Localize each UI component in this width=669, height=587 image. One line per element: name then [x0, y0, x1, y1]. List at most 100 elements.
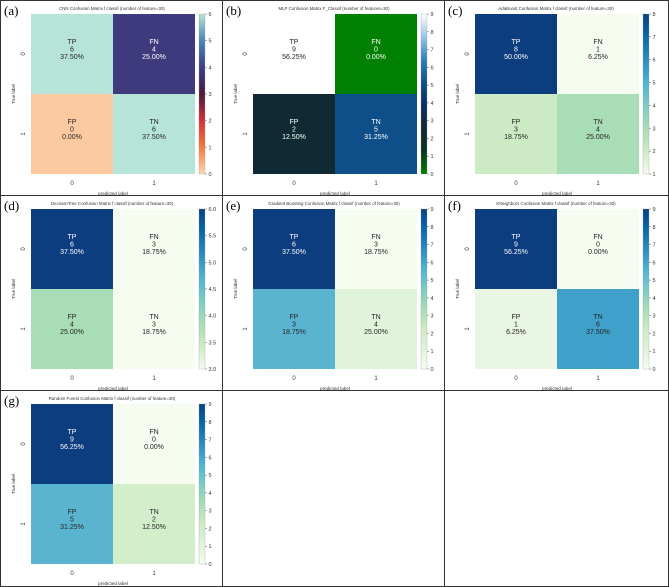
y-tick-label: 1 [243, 327, 249, 331]
y-tick-label: 0 [21, 52, 27, 56]
colorbar-tick-label: 6 [209, 455, 212, 461]
cell-name-label: FN [371, 234, 380, 241]
matrix-cell-tn [335, 289, 417, 369]
colorbar-tick-label: 9 [653, 207, 656, 213]
matrix-cell-fp [31, 289, 113, 369]
colorbar [420, 208, 428, 370]
colorbar-tick-label: 6 [431, 65, 434, 71]
colorbar-tick-label: 9 [431, 207, 434, 213]
cell-count-label: 9 [70, 437, 74, 444]
colorbar-tick-label: 4 [653, 296, 656, 302]
cell-percent-label: 25.00% [586, 134, 610, 141]
matrix-cell-tp [253, 14, 335, 94]
y-tick-label: 0 [21, 247, 27, 251]
colorbar-tick-label: 8 [209, 420, 212, 426]
panel-e: (e) Gradient Boosting Confusion Matrix f … [222, 195, 445, 391]
x-tick-label: 1 [152, 181, 156, 187]
y-tick-label: 1 [465, 327, 471, 331]
panel-label: (b) [226, 3, 242, 18]
empty-panel-i [444, 390, 669, 587]
cell-percent-label: 31.25% [364, 134, 388, 141]
matrix-cell-tp [253, 209, 335, 289]
y-tick-label: 0 [243, 52, 249, 56]
colorbar-tick-label: 6 [653, 260, 656, 266]
cell-count-label: 1 [514, 322, 518, 329]
cell-count-label: 3 [292, 322, 296, 329]
colorbar-tick-label: 4.0 [209, 314, 217, 320]
chart-title: MLP Confusion Matrix F_Classif (number o… [278, 6, 390, 11]
cell-percent-label: 18.75% [142, 249, 166, 256]
cell-count-label: 8 [514, 47, 518, 54]
cell-name-label: TN [371, 119, 380, 126]
colorbar-tick-label: 6 [431, 260, 434, 266]
chart-title: Random Forest Confusion Matrix f classif… [49, 396, 176, 401]
colorbar-tick-label: 0 [209, 172, 212, 178]
cell-count-label: 6 [292, 242, 296, 249]
y-axis-label: True label [11, 279, 16, 299]
cell-name-label: TP [512, 234, 521, 241]
y-tick-label: 1 [21, 327, 27, 331]
colorbar-tick-label: 3 [431, 314, 434, 320]
colorbar-tick-label: 2 [209, 119, 212, 125]
matrix-cell-tp [31, 14, 113, 94]
x-tick-label: 0 [292, 376, 296, 382]
cell-name-label: FP [512, 314, 521, 321]
matrix-cell-tp [31, 404, 113, 484]
panel-label: (f) [448, 198, 461, 213]
matrix-cell-fp [31, 484, 113, 564]
matrix-cell-tp [31, 209, 113, 289]
cell-name-label: FN [149, 429, 158, 436]
colorbar-tick-label: 1 [431, 349, 434, 355]
colorbar-tick-label: 3.0 [209, 367, 217, 373]
cell-percent-label: 56.25% [60, 444, 84, 451]
x-tick-label: 0 [70, 181, 74, 187]
colorbar-tick-label: 5 [653, 81, 656, 87]
x-axis-label: predicted label [542, 386, 572, 390]
matrix-cell-fn [557, 14, 639, 94]
colorbar-tick-label: 4 [209, 65, 212, 71]
colorbar-tick-label: 0 [431, 172, 434, 178]
cell-count-label: 0 [70, 127, 74, 134]
x-axis-label: predicted label [542, 191, 572, 195]
cell-count-label: 6 [596, 322, 600, 329]
panel-d: (d) DecisionTree Confusion Matrix f class… [0, 195, 223, 391]
cell-percent-label: 0.00% [62, 134, 82, 141]
cell-percent-label: 12.50% [142, 524, 166, 531]
colorbar-tick-label: 6 [653, 58, 656, 64]
cell-name-label: TN [149, 314, 158, 321]
colorbar-tick-label: 1 [653, 349, 656, 355]
chart-title: AdaBoost Confusion Matrix f classif (num… [498, 6, 614, 11]
panel-c: (c) AdaBoost Confusion Matrix f classif (… [444, 0, 669, 196]
cell-name-label: FP [290, 119, 299, 126]
cell-name-label: FP [68, 314, 77, 321]
matrix-cell-tp [475, 14, 557, 94]
cell-count-label: 3 [152, 322, 156, 329]
colorbar-tick-label: 5.5 [209, 234, 217, 240]
cell-count-label: 3 [374, 242, 378, 249]
x-tick-label: 1 [152, 571, 156, 577]
cell-name-label: TN [149, 119, 158, 126]
chart-title: CNN Confusion Matrix f classif (number o… [59, 6, 165, 11]
confusion-matrix-chart: Gradient Boosting Confusion Matrix f cla… [233, 201, 434, 390]
colorbar [198, 208, 206, 370]
x-tick-label: 1 [152, 376, 156, 382]
cell-name-label: FP [68, 119, 77, 126]
colorbar [198, 403, 206, 565]
cell-count-label: 5 [70, 517, 74, 524]
x-tick-label: 0 [292, 181, 296, 187]
x-tick-label: 0 [514, 181, 518, 187]
colorbar-tick-label: 3 [653, 314, 656, 320]
x-axis-label: predicted label [320, 191, 350, 195]
cell-name-label: TP [68, 234, 77, 241]
matrix-cell-fn [335, 209, 417, 289]
cell-name-label: TN [593, 314, 602, 321]
colorbar [642, 208, 650, 370]
panel-label: (d) [4, 198, 20, 213]
chart-title: KNeighbors Confusion Matrix f classif (n… [496, 201, 616, 206]
y-axis-label: True label [233, 279, 238, 299]
cell-name-label: TP [290, 39, 299, 46]
panel-label: (g) [4, 393, 20, 408]
colorbar-tick-label: 6 [209, 12, 212, 18]
x-tick-label: 0 [70, 571, 74, 577]
colorbar-tick-label: 8 [431, 30, 434, 36]
